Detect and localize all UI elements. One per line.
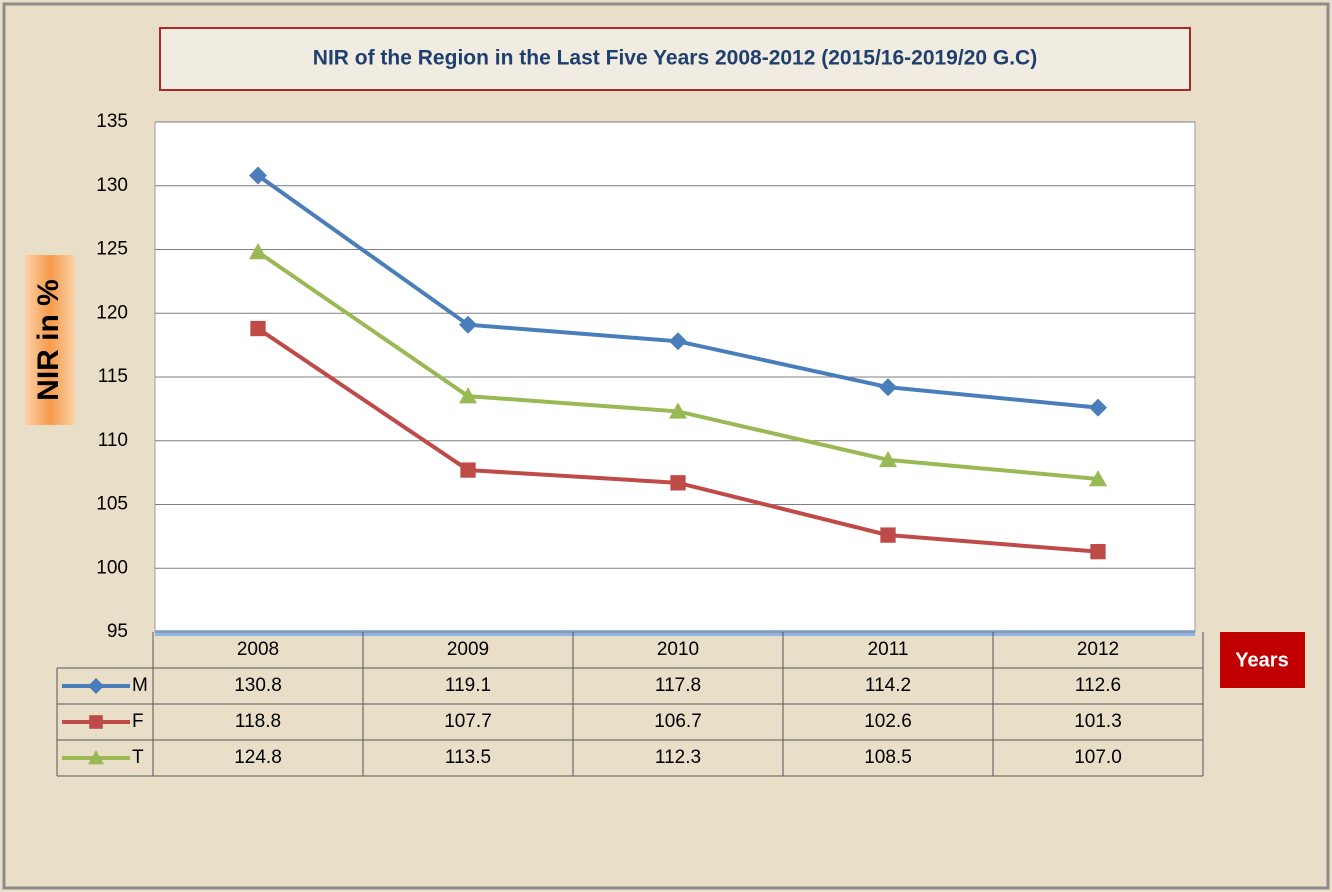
point-marker — [249, 166, 267, 185]
y-tick-label: 120 — [96, 302, 128, 323]
table-value: 101.3 — [1074, 711, 1122, 732]
title-box — [159, 27, 1191, 91]
point-marker — [459, 387, 477, 404]
chart-title: NIR of the Region in the Last Five Years… — [313, 47, 1037, 70]
table-value: 112.6 — [1075, 675, 1121, 696]
table-value: 108.5 — [864, 747, 912, 768]
point-marker — [880, 527, 896, 543]
y-tick-label: 130 — [96, 175, 128, 196]
table-value: 117.8 — [655, 675, 701, 696]
table-value: 130.8 — [234, 675, 282, 696]
point-marker — [670, 475, 686, 491]
point-marker — [879, 450, 897, 468]
y-tick-label: 115 — [98, 366, 128, 387]
y-tick-label: 110 — [98, 430, 128, 451]
table-value: 107.0 — [1074, 747, 1122, 768]
point-marker — [669, 332, 687, 351]
table-value: 107.7 — [444, 711, 492, 732]
point-marker — [669, 402, 687, 419]
table-value: 124.8 — [234, 747, 282, 768]
table-value: 113.5 — [445, 747, 491, 768]
y-tick-label: 125 — [96, 239, 128, 260]
point-marker — [460, 462, 476, 478]
x-tick-label: 2011 — [868, 639, 909, 660]
point-marker — [459, 315, 477, 334]
floor — [155, 630, 1195, 636]
legend-marker — [89, 715, 103, 729]
legend-marker — [88, 678, 104, 694]
table-value: 119.1 — [445, 675, 491, 696]
x-axis-label: Years — [1235, 649, 1288, 671]
point-marker — [1090, 544, 1106, 560]
y-axis-label: NIR in % — [32, 279, 65, 401]
x-tick-label: 2009 — [447, 639, 489, 660]
table-value: 114.2 — [865, 675, 911, 696]
y-tick-label: 105 — [96, 494, 128, 515]
legend-marker — [88, 750, 104, 765]
x-tick-label: 2008 — [237, 639, 279, 660]
x-label-box — [1220, 632, 1305, 688]
legend-label: F — [132, 711, 144, 732]
table-value: 112.3 — [655, 747, 701, 768]
legend-label: M — [132, 675, 148, 696]
point-marker — [1089, 470, 1107, 487]
legend-label: T — [132, 747, 144, 768]
table-value: 102.6 — [864, 711, 912, 732]
point-marker — [879, 378, 897, 397]
point-marker — [250, 320, 266, 337]
y-label-box — [25, 255, 75, 425]
x-tick-label: 2010 — [657, 639, 699, 660]
y-tick-label: 135 — [96, 111, 128, 132]
point-marker — [1089, 398, 1107, 417]
x-tick-label: 2012 — [1077, 639, 1119, 660]
y-tick-label: 100 — [96, 557, 128, 578]
table-value: 106.7 — [654, 711, 702, 732]
point-marker — [249, 243, 267, 260]
table-value: 118.8 — [235, 711, 281, 732]
y-tick-label: 95 — [107, 621, 128, 642]
